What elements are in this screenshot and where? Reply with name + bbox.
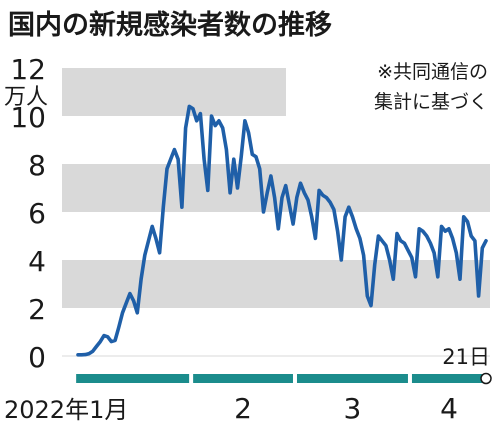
- month-label: 3: [344, 392, 362, 425]
- series-group: [76, 104, 488, 357]
- y-tick-labels: 0 2 4 6 8 10 12: [10, 53, 46, 374]
- month-bar: [411, 374, 486, 383]
- chart-title: 国内の新規感染者数の推移: [8, 9, 332, 41]
- month-label: 2: [234, 392, 252, 425]
- y-tick-label: 4: [28, 245, 46, 278]
- month-label: 4: [440, 392, 458, 425]
- y-tick-label: 0: [28, 341, 46, 374]
- month-bar: [76, 374, 190, 383]
- y-tick-label: 12: [10, 53, 46, 86]
- note-line-2: 集計に基づく: [374, 91, 488, 113]
- y-tick-label: 2: [28, 293, 46, 326]
- note-line-1: ※共同通信の: [377, 61, 488, 83]
- end-marker: [480, 372, 492, 385]
- series-line: [76, 104, 488, 357]
- month-label: 2022年1月: [4, 396, 128, 424]
- y-tick-label: 10: [10, 101, 46, 134]
- month-bar: [193, 374, 293, 383]
- month-bar: [296, 374, 408, 383]
- note-box: [286, 52, 492, 122]
- month-bars: [76, 374, 486, 383]
- month-labels: 2022年1月 2 3 4: [4, 392, 458, 425]
- end-label: 21日: [442, 345, 490, 369]
- y-tick-label: 6: [28, 197, 46, 230]
- y-unit-label: 万人: [4, 85, 48, 110]
- y-tick-label: 8: [28, 149, 46, 182]
